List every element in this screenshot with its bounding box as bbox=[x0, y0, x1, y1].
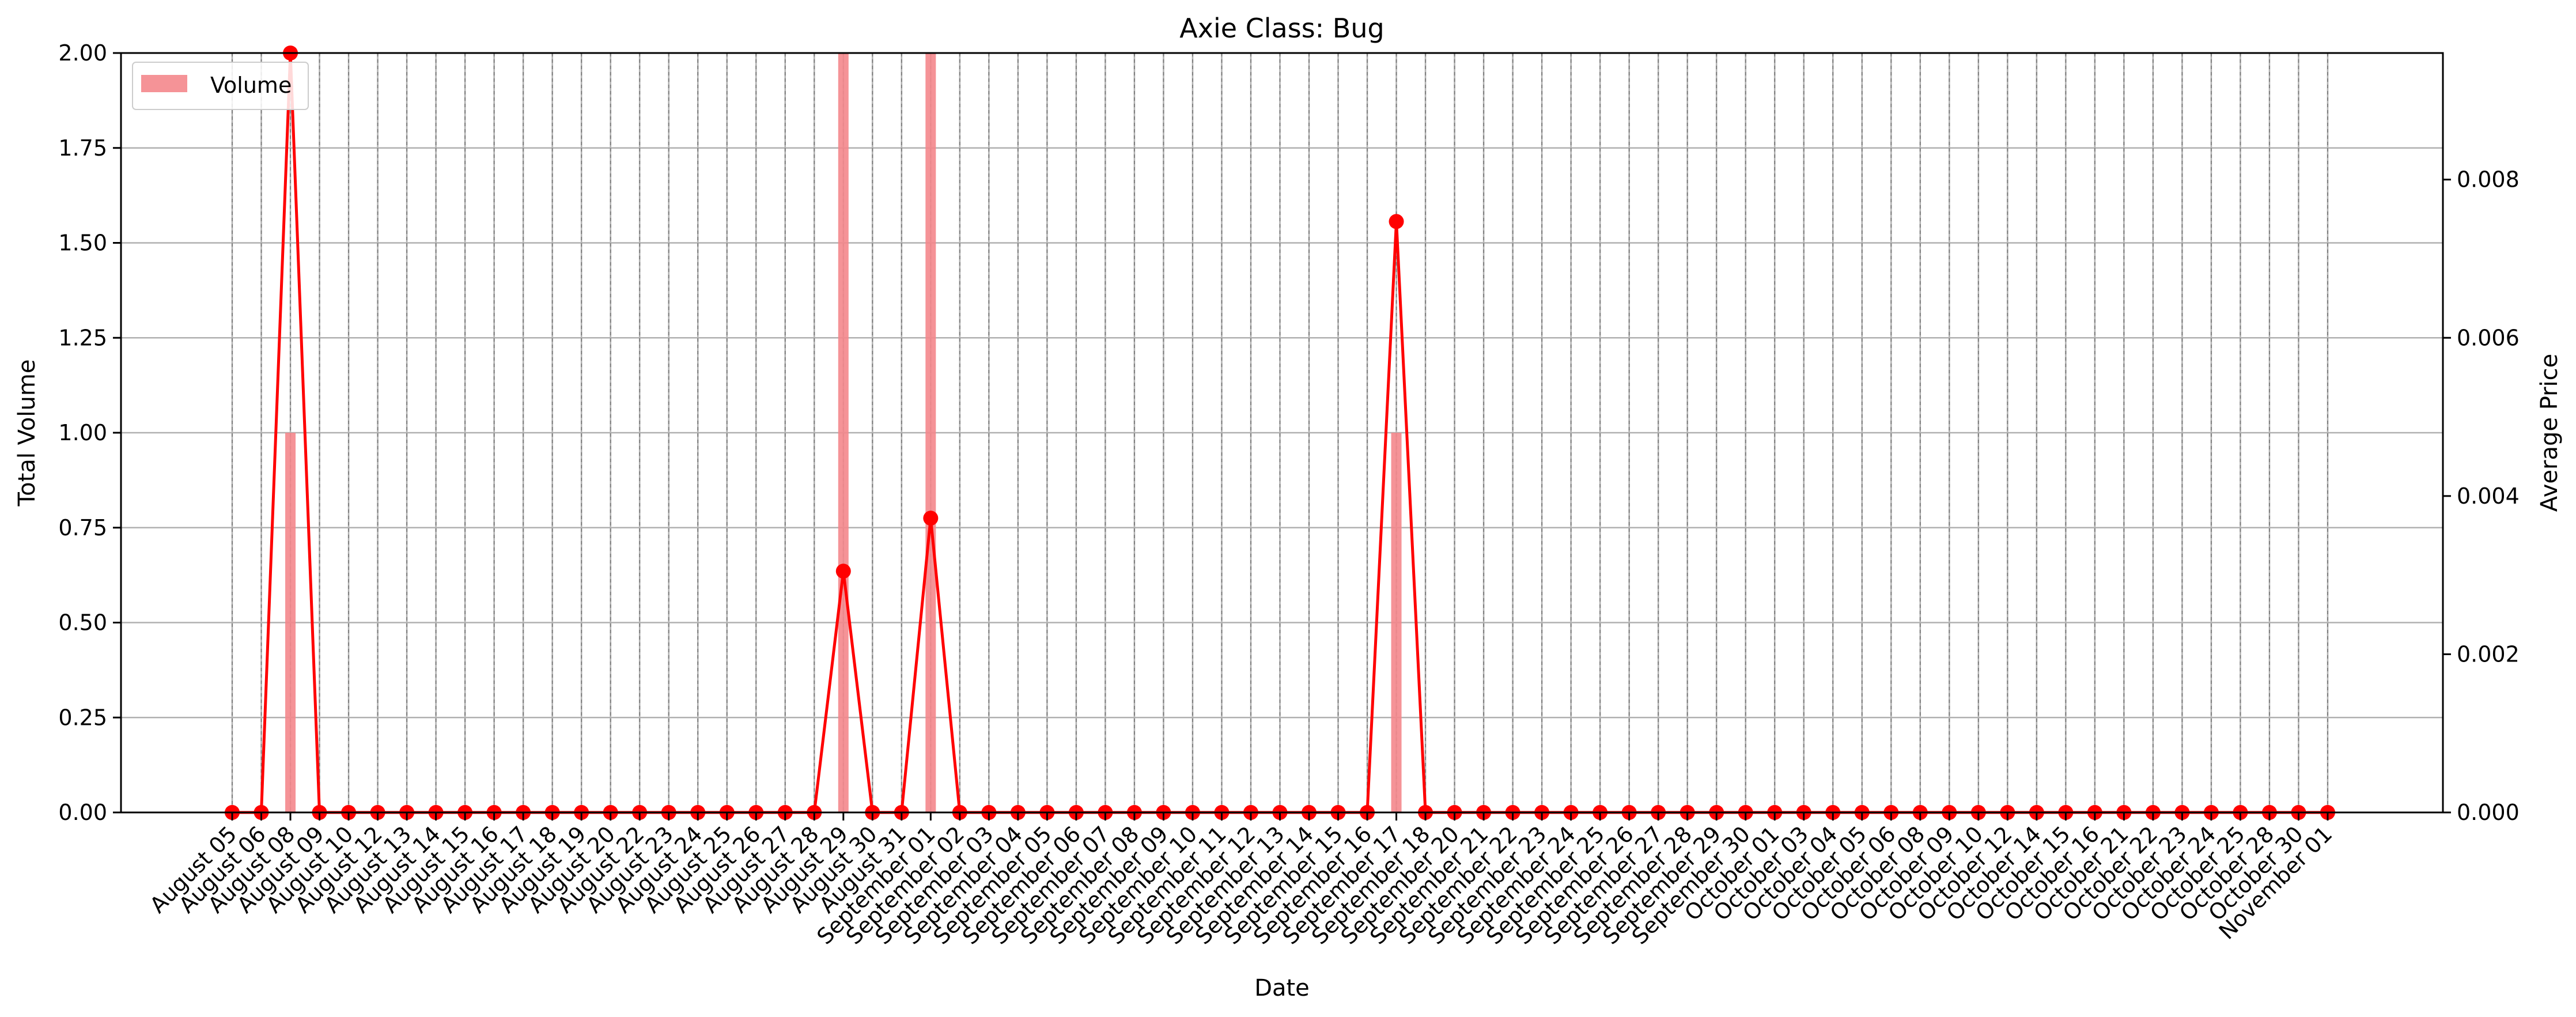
price-point bbox=[923, 511, 939, 526]
y2-axis-label: Average Price bbox=[2536, 354, 2563, 512]
y-tick-label: 1.50 bbox=[58, 230, 107, 256]
y2-tick-label: 0.008 bbox=[2457, 167, 2520, 192]
volume-bar bbox=[285, 433, 296, 812]
y2-axis-ticks: 0.000 0.002 0.004 0.006 0.008 bbox=[2443, 167, 2520, 825]
volume-bar bbox=[838, 53, 849, 812]
volume-bar bbox=[1391, 433, 1402, 812]
price-point bbox=[1389, 214, 1404, 229]
chart-title: Axie Class: Bug bbox=[1179, 13, 1384, 44]
legend-box bbox=[132, 62, 309, 110]
price-point bbox=[835, 564, 851, 579]
legend-swatch-volume bbox=[141, 75, 187, 92]
y-tick-label: 2.00 bbox=[58, 40, 107, 66]
y-tick-label: 0.25 bbox=[58, 705, 107, 730]
x-axis-label: Date bbox=[1254, 975, 1310, 1001]
y-axis-label: Total Volume bbox=[14, 360, 40, 507]
y-axis-ticks: 0.00 0.25 0.50 0.75 1.00 1.25 1.50 1.75 2.00 bbox=[58, 40, 121, 825]
y-tick-label: 0.75 bbox=[58, 515, 107, 540]
y-tick-label: 0.00 bbox=[58, 800, 107, 825]
y2-tick-label: 0.000 bbox=[2457, 800, 2520, 825]
y2-tick-label: 0.006 bbox=[2457, 325, 2520, 350]
y-tick-label: 0.50 bbox=[58, 610, 107, 636]
y2-tick-label: 0.004 bbox=[2457, 483, 2520, 509]
volume-bar bbox=[925, 53, 936, 812]
y-tick-label: 1.75 bbox=[58, 135, 107, 161]
volume-bars bbox=[285, 53, 1402, 812]
grid bbox=[121, 52, 2443, 814]
legend-label-volume: Volume bbox=[210, 73, 292, 98]
y-tick-label: 1.25 bbox=[58, 325, 107, 350]
legend: Volume bbox=[132, 62, 309, 110]
y2-tick-label: 0.002 bbox=[2457, 641, 2520, 667]
y-tick-label: 1.00 bbox=[58, 420, 107, 445]
